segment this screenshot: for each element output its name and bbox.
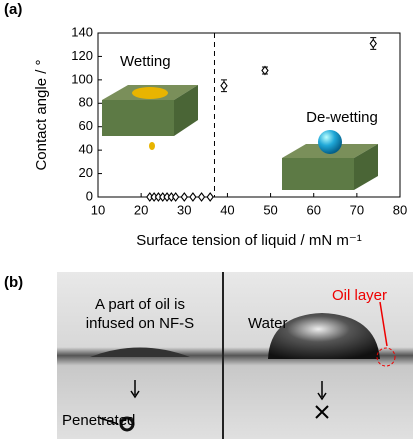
y-tick-label: 60 bbox=[79, 118, 93, 133]
annotation: Wetting bbox=[120, 53, 171, 70]
caption: Water bbox=[248, 315, 287, 332]
wetting-inset bbox=[102, 85, 198, 150]
y-axis-label: Contact angle / ° bbox=[33, 59, 50, 170]
point bbox=[262, 66, 268, 74]
x-tick-label: 30 bbox=[177, 202, 191, 217]
x-tick-label: 70 bbox=[350, 202, 364, 217]
point bbox=[207, 193, 213, 201]
y-tick-label: 20 bbox=[79, 165, 93, 180]
panel-label: (b) bbox=[4, 274, 23, 291]
caption: Penetrated bbox=[62, 412, 135, 429]
y-tick-label: 100 bbox=[71, 71, 93, 86]
panel-label: (a) bbox=[4, 1, 22, 18]
y-tick-label: 120 bbox=[71, 48, 93, 63]
y-tick-label: 40 bbox=[79, 142, 93, 157]
point bbox=[190, 193, 196, 201]
dewetting-inset bbox=[282, 130, 378, 190]
x-tick-label: 40 bbox=[220, 202, 234, 217]
annotation: De-wetting bbox=[306, 109, 378, 126]
point bbox=[370, 40, 376, 48]
x-tick-label: 60 bbox=[306, 202, 320, 217]
caption: infused on NF-S bbox=[86, 315, 194, 332]
y-tick-label: 80 bbox=[79, 95, 93, 110]
y-tick-label: 0 bbox=[86, 188, 93, 203]
point bbox=[181, 193, 187, 201]
x-axis-label: Surface tension of liquid / mN m⁻¹ bbox=[136, 232, 362, 249]
point bbox=[173, 193, 179, 201]
point bbox=[221, 82, 227, 90]
x-tick-label: 50 bbox=[263, 202, 277, 217]
caption: A part of oil is bbox=[95, 296, 185, 313]
caption: Oil layer bbox=[332, 287, 387, 304]
x-tick-label: 10 bbox=[91, 202, 105, 217]
y-tick-label: 140 bbox=[71, 24, 93, 39]
figure: (a) Contact angle / ° Surface tension of… bbox=[0, 0, 413, 439]
x-tick-label: 20 bbox=[134, 202, 148, 217]
point bbox=[199, 193, 205, 201]
x-tick-label: 80 bbox=[393, 202, 407, 217]
